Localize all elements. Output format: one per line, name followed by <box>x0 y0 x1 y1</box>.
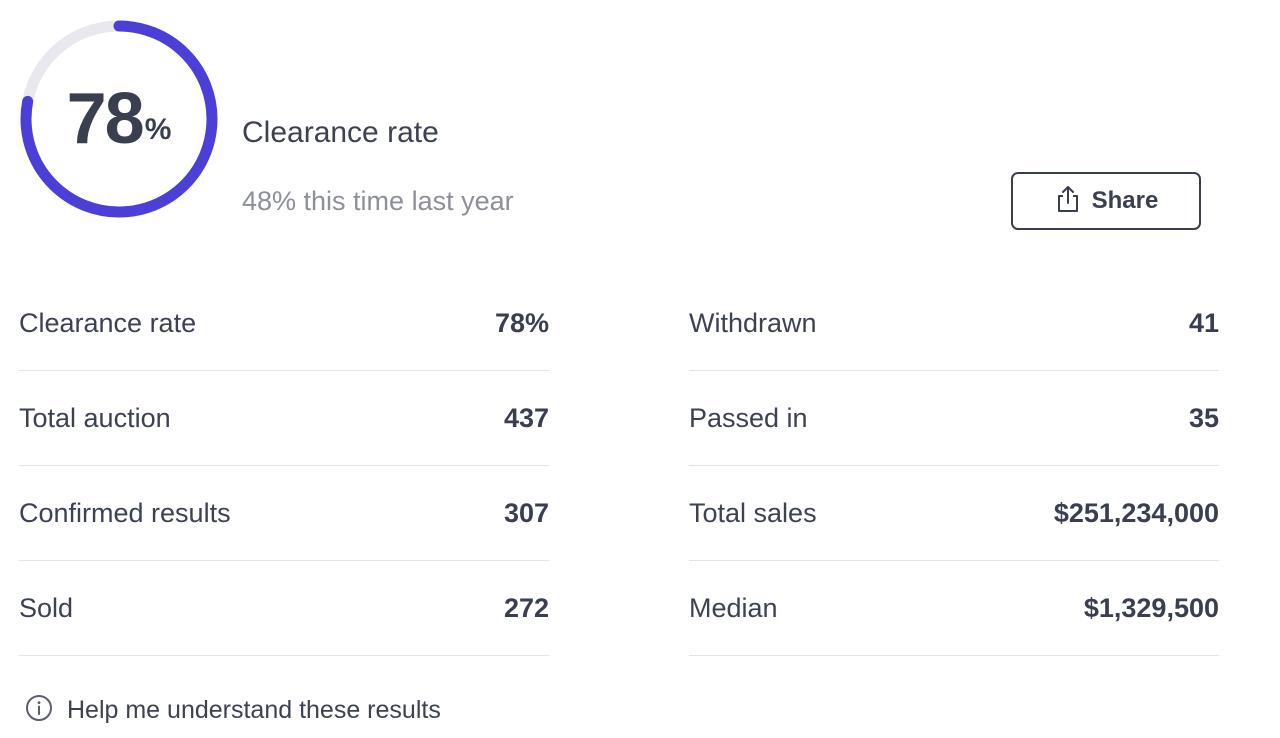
gauge-unit: % <box>144 113 172 146</box>
info-icon <box>25 694 53 727</box>
stat-label: Passed in <box>689 402 808 433</box>
stat-value: 272 <box>503 592 549 623</box>
stat-row-passed-in: Passed in 35 <box>689 371 1219 466</box>
stat-row-total-sales: Total sales $251,234,000 <box>689 466 1219 561</box>
gauge-value: 78% <box>18 18 220 220</box>
help-label: Help me understand these results <box>67 696 441 724</box>
stat-label: Clearance rate <box>19 307 197 338</box>
stat-label: Total sales <box>689 497 817 528</box>
stats-left-column: Clearance rate 78% Total auction 437 Con… <box>19 276 549 656</box>
stat-value: $251,234,000 <box>1053 497 1219 528</box>
stat-row-sold: Sold 272 <box>19 561 549 656</box>
stat-value: 35 <box>1188 402 1219 433</box>
stat-value: 78% <box>494 307 549 338</box>
summary-comparison: 48% this time last year <box>242 186 514 216</box>
gauge-number: 78 <box>66 79 145 159</box>
stat-value: $1,329,500 <box>1083 592 1219 623</box>
clearance-summary: 78% Clearance rate 48% this time last ye… <box>0 0 1280 250</box>
stat-row-confirmed-results: Confirmed results 307 <box>19 466 549 561</box>
clearance-gauge: 78% <box>18 18 220 220</box>
stats-right-column: Withdrawn 41 Passed in 35 Total sales $2… <box>689 276 1219 656</box>
stat-row-median: Median $1,329,500 <box>689 561 1219 656</box>
stat-label: Median <box>689 592 778 623</box>
summary-title: Clearance rate <box>242 116 439 149</box>
share-label: Share <box>1091 187 1159 214</box>
stat-value: 307 <box>503 497 549 528</box>
gauge-fill <box>20 20 218 218</box>
stat-value: 41 <box>1188 307 1219 338</box>
share-icon <box>1054 184 1082 219</box>
stat-row-total-auction: Total auction 437 <box>19 371 549 466</box>
stat-label: Sold <box>19 592 74 623</box>
stat-label: Withdrawn <box>689 307 817 338</box>
share-button[interactable]: Share <box>1011 172 1201 230</box>
help-link[interactable]: Help me understand these results <box>25 694 441 727</box>
stat-label: Confirmed results <box>19 497 231 528</box>
stat-value: 437 <box>503 402 549 433</box>
stat-label: Total auction <box>19 402 171 433</box>
stat-row-withdrawn: Withdrawn 41 <box>689 276 1219 371</box>
clearance-gauge-ring <box>20 20 218 218</box>
stat-row-clearance-rate: Clearance rate 78% <box>19 276 549 371</box>
